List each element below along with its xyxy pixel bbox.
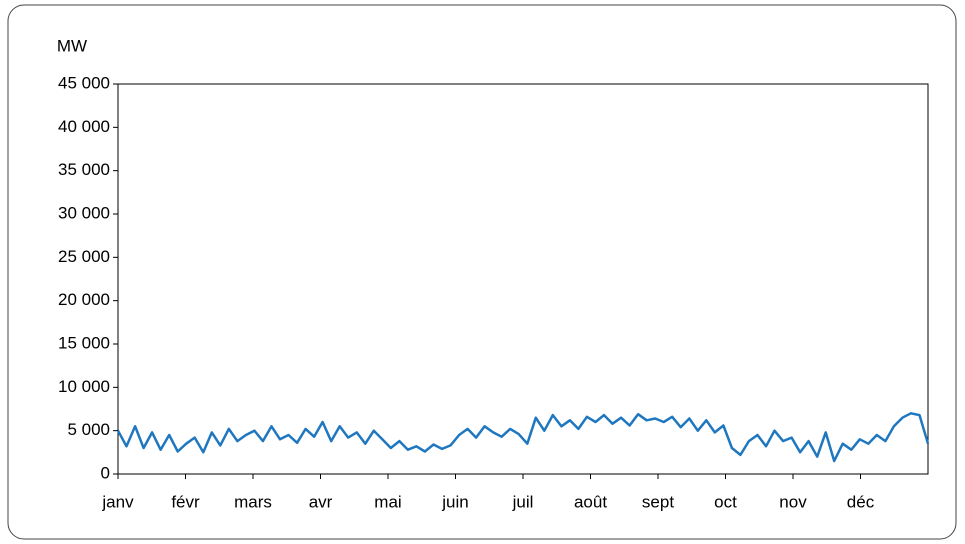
y-tick-label: 40 000	[58, 117, 110, 136]
y-tick-label: 20 000	[58, 290, 110, 309]
y-tick-label: 10 000	[58, 377, 110, 396]
x-tick-label: oct	[714, 492, 737, 511]
data-line	[116, 412, 930, 463]
x-tick-label: juin	[441, 492, 468, 511]
y-tick-label: 5 000	[67, 420, 110, 439]
y-tick-label: 0	[101, 463, 110, 482]
x-tick-label: nov	[779, 492, 807, 511]
x-tick-label: mars	[234, 492, 272, 511]
x-tick-label: janv	[101, 492, 134, 511]
y-tick-label: 35 000	[58, 160, 110, 179]
frame	[7, 4, 957, 540]
x-tick-label: mai	[374, 492, 401, 511]
x-tick-label: août	[574, 492, 607, 511]
x-tick-label: juil	[512, 492, 534, 511]
x-tick-label: févr	[171, 492, 200, 511]
y-tick-label: 30 000	[58, 203, 110, 222]
x-tick-label: déc	[847, 492, 875, 511]
y-tick-label: 25 000	[58, 247, 110, 266]
x-tick-label: sept	[642, 492, 674, 511]
y-axis-label: MW	[57, 36, 87, 55]
x-tick-label: avr	[309, 492, 333, 511]
y-tick-label: 45 000	[58, 73, 110, 92]
y-tick-label: 15 000	[58, 333, 110, 352]
